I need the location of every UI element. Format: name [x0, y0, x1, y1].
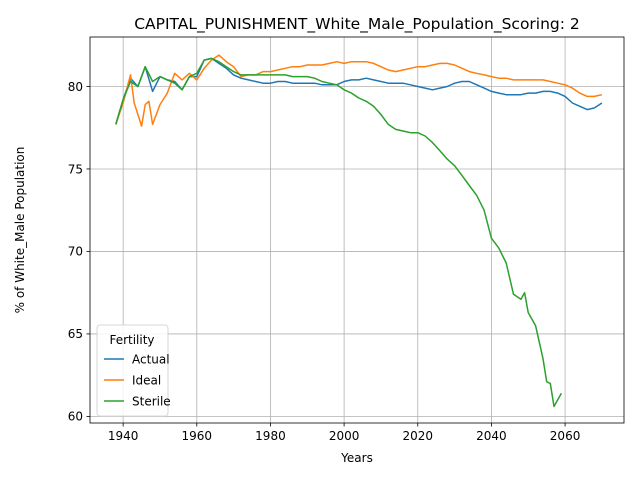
legend-entries: Actual Ideal Sterile	[104, 352, 171, 408]
legend-label-ideal: Ideal	[132, 373, 161, 387]
y-tick-label: 65	[68, 327, 83, 341]
x-tick-label: 2060	[550, 429, 581, 443]
y-tick-label: 75	[68, 162, 83, 176]
legend-label-actual: Actual	[132, 352, 170, 366]
x-tick-label: 2020	[402, 429, 433, 443]
y-tick-label: 60	[68, 410, 83, 424]
series-line-ideal	[115, 54, 603, 127]
x-tick-label: 1960	[182, 429, 213, 443]
x-tick-label: 1980	[255, 429, 286, 443]
axis-ticks: 1940 1960 1980 2000 2020 2040 2060 60 65 70 75 80	[68, 80, 581, 443]
series-line-sterile	[115, 57, 563, 408]
y-axis-label: % of White_Male Population	[13, 147, 27, 314]
series-line-actual	[115, 57, 603, 125]
x-tick-label: 2000	[329, 429, 360, 443]
x-tick-label: 2040	[476, 429, 507, 443]
x-tick-label: 1940	[108, 429, 139, 443]
chart-title: CAPITAL_PUNISHMENT_White_Male_Population…	[134, 15, 580, 34]
legend-label-sterile: Sterile	[132, 394, 171, 408]
y-tick-label: 80	[68, 80, 83, 94]
legend-title: Fertility	[109, 333, 154, 347]
legend-box	[96, 324, 169, 417]
series-lines	[115, 54, 603, 408]
x-axis-label: Years	[340, 451, 373, 465]
legend: Fertility Actual Ideal Sterile	[96, 324, 171, 417]
plot-area-frame	[89, 36, 625, 424]
y-tick-label: 70	[68, 245, 83, 259]
